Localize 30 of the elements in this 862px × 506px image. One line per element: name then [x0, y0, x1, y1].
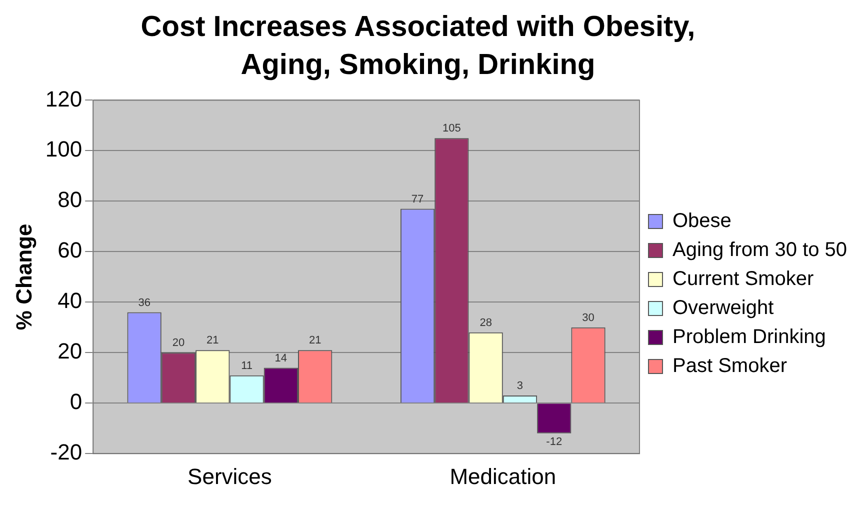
legend-label: Past Smoker — [672, 355, 788, 378]
x-tick-label: Medication — [450, 464, 556, 489]
y-axis-title: % Change — [11, 224, 36, 330]
data-label: 36 — [138, 296, 150, 309]
legend-label: Obese — [672, 210, 732, 232]
data-label: -12 — [546, 436, 562, 448]
y-tick-label: 100 — [45, 136, 82, 162]
y-tick-label: 60 — [58, 238, 82, 263]
legend-label: Problem Drinking — [672, 326, 826, 348]
data-label: 21 — [206, 334, 219, 347]
data-label: 14 — [274, 352, 288, 364]
data-label: 28 — [480, 316, 492, 329]
data-label: 11 — [241, 360, 252, 372]
y-tick-label: -20 — [50, 440, 82, 465]
y-tick-label: 120 — [45, 86, 82, 112]
legend-label: Current Smoker — [672, 268, 814, 290]
chart-title: Cost Increases Associated with Obesity, Aging, Smoking, Drinking — [140, 10, 696, 83]
data-label: 30 — [582, 312, 594, 324]
data-label: 3 — [516, 380, 524, 392]
data-label: 105 — [442, 122, 461, 135]
y-tick-label: 20 — [58, 338, 82, 364]
legend-label: Overweight — [672, 297, 774, 320]
data-label: 21 — [308, 334, 322, 347]
x-tick-label: Services — [188, 464, 272, 489]
legend-label: Aging from 30 to 50 — [672, 239, 848, 262]
y-tick-label: 0 — [70, 389, 82, 414]
y-tick-label: 80 — [58, 187, 82, 212]
data-label: 20 — [172, 337, 185, 350]
y-tick-label: 40 — [58, 288, 82, 314]
data-label: 77 — [411, 193, 424, 206]
